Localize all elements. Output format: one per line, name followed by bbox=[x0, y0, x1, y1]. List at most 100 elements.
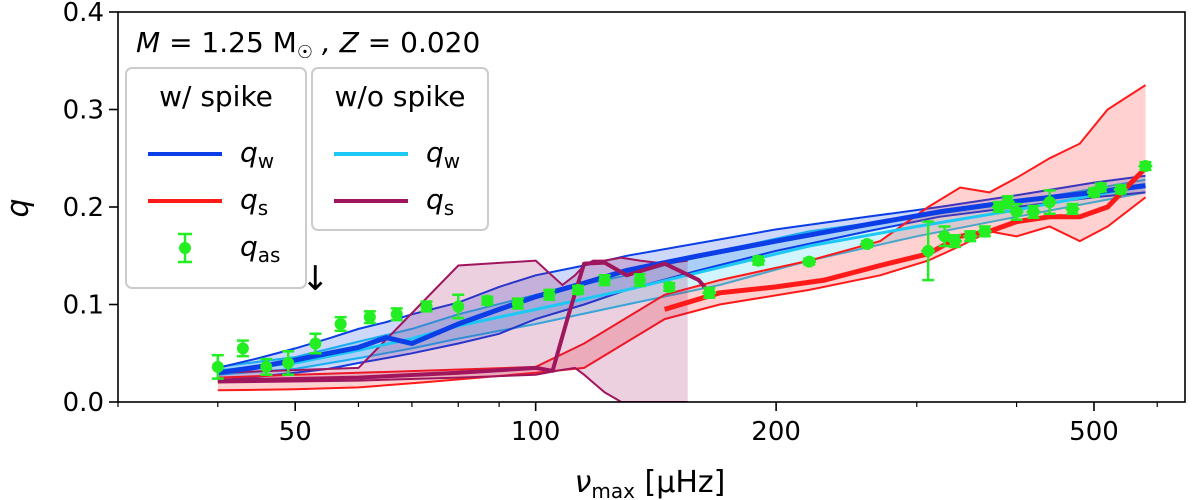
plot-content bbox=[211, 84, 1153, 402]
qas-marker bbox=[633, 274, 646, 287]
qas-marker bbox=[938, 230, 951, 243]
qas-marker bbox=[663, 280, 676, 293]
qas-marker bbox=[572, 283, 585, 296]
qas-point bbox=[1065, 202, 1080, 216]
legend-group-1: w/o spike qw qs bbox=[311, 67, 489, 231]
annotation-arrow: ↓ bbox=[301, 259, 330, 299]
legend-item: qw bbox=[334, 136, 460, 173]
qas-marker bbox=[1114, 183, 1127, 196]
qas-marker bbox=[309, 337, 322, 350]
qas-point bbox=[663, 280, 676, 293]
qas-point bbox=[921, 220, 936, 282]
qas-marker bbox=[236, 342, 249, 355]
qas-marker bbox=[949, 235, 962, 248]
qas-point bbox=[211, 353, 224, 380]
qas-marker bbox=[1010, 205, 1023, 218]
qas-marker bbox=[978, 225, 991, 238]
legend-label: qw bbox=[240, 136, 274, 173]
x-tick-label: 500 bbox=[1069, 417, 1119, 447]
qas-marker bbox=[543, 288, 556, 301]
qas-point bbox=[511, 297, 524, 310]
series-line-1 bbox=[217, 183, 1146, 376]
qas-point bbox=[977, 225, 992, 238]
legend-group-0: w/ spike qw qs qas bbox=[125, 67, 307, 289]
qas-point bbox=[260, 357, 273, 376]
qas-point bbox=[702, 286, 717, 299]
legend-title: w/o spike bbox=[335, 80, 466, 113]
qas-marker bbox=[1139, 160, 1152, 173]
chart-title: M = 1.25 M☉ , Z = 0.020 bbox=[136, 26, 480, 63]
legend-label: qw bbox=[426, 136, 460, 173]
qas-marker bbox=[1066, 202, 1079, 215]
qas-point bbox=[751, 254, 766, 267]
series-line-0 bbox=[217, 184, 1146, 373]
legend-label: qs bbox=[426, 183, 454, 220]
qas-point bbox=[309, 332, 322, 355]
legend-title: w/ spike bbox=[159, 80, 273, 113]
qas-marker bbox=[703, 286, 716, 299]
x-tick-label: 200 bbox=[751, 417, 801, 447]
qas-point bbox=[633, 273, 646, 288]
legend-item: qs bbox=[148, 183, 268, 220]
legend-box bbox=[311, 67, 489, 231]
qas-marker bbox=[992, 201, 1005, 213]
legend-label: qs bbox=[240, 183, 268, 220]
qas-marker bbox=[511, 297, 524, 310]
qas-point bbox=[420, 300, 433, 313]
qas-marker bbox=[452, 300, 465, 313]
qas-marker bbox=[390, 308, 403, 321]
qas-marker bbox=[922, 244, 935, 257]
qas-point bbox=[236, 339, 249, 358]
qas-marker bbox=[334, 318, 347, 330]
qas-marker bbox=[598, 274, 611, 287]
y-tick-label: 0.2 bbox=[63, 193, 104, 223]
qas-point bbox=[1026, 204, 1041, 219]
qas-marker bbox=[282, 357, 295, 369]
qas-point bbox=[363, 310, 376, 325]
qas-marker bbox=[752, 254, 765, 267]
x-tick-label: 50 bbox=[279, 417, 312, 447]
band-lower-2 bbox=[217, 196, 1147, 392]
x-axis-label: νmax [μHz] bbox=[575, 465, 726, 500]
qas-point bbox=[1138, 160, 1153, 173]
legend-item: qas bbox=[178, 230, 280, 267]
legend-item: qs bbox=[334, 183, 454, 220]
qas-point bbox=[572, 283, 585, 296]
qas-point bbox=[481, 294, 494, 307]
legend-item: qw bbox=[148, 136, 274, 173]
legend-swatch-marker bbox=[179, 242, 191, 254]
y-tick-label: 0.0 bbox=[63, 388, 104, 418]
qas-point bbox=[963, 230, 978, 243]
qas-point bbox=[948, 234, 962, 249]
y-tick-label: 0.3 bbox=[63, 96, 104, 126]
qas-point bbox=[452, 293, 465, 320]
band-lower-0 bbox=[217, 191, 1146, 376]
qas-marker bbox=[420, 300, 433, 313]
qas-marker bbox=[363, 311, 376, 324]
qas-point bbox=[802, 255, 817, 268]
legend-box bbox=[125, 67, 307, 289]
axes: 0.0 0.1 0.2 0.3 0.4 50 100 200 500 bbox=[63, 0, 1186, 447]
qas-point bbox=[282, 350, 295, 376]
qas-point bbox=[1113, 183, 1128, 196]
qas-point bbox=[598, 274, 611, 287]
qas-marker bbox=[861, 238, 874, 251]
qas-point bbox=[543, 288, 556, 301]
y-tick-label: 0.4 bbox=[63, 0, 104, 28]
qas-point bbox=[1009, 202, 1024, 221]
qas-point bbox=[334, 315, 347, 333]
qas-point bbox=[1093, 181, 1108, 194]
legend-label: qas bbox=[240, 230, 280, 267]
y-tick-label: 0.1 bbox=[63, 291, 104, 321]
qas-point bbox=[860, 238, 875, 251]
qas-marker bbox=[964, 230, 977, 243]
qas-marker bbox=[1094, 181, 1107, 194]
band-fill-3 bbox=[217, 257, 688, 402]
qas-marker bbox=[803, 255, 816, 268]
qas-point bbox=[390, 307, 403, 322]
band-lower-3 bbox=[217, 366, 688, 402]
qas-marker bbox=[211, 360, 224, 373]
qas-marker bbox=[1027, 205, 1040, 218]
qas-marker bbox=[1043, 196, 1056, 209]
